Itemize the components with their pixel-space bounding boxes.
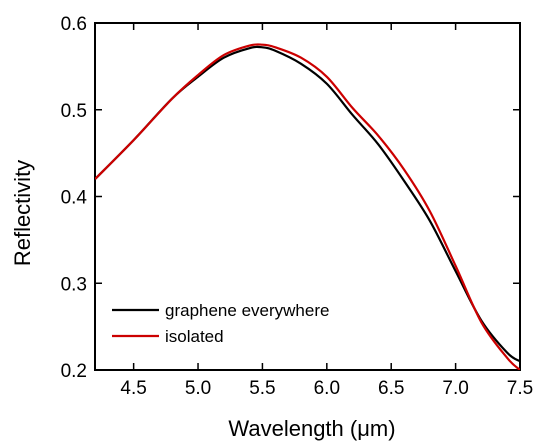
x-tick-label: 7.0: [442, 378, 468, 399]
y-axis-title: Reflectivity: [10, 160, 35, 266]
x-tick-label: 7.5: [507, 378, 533, 399]
series-group: [95, 43, 520, 370]
x-tick-label: 5.0: [185, 378, 211, 399]
x-tick-label: 6.0: [314, 378, 340, 399]
series-line-isolated: [95, 43, 520, 370]
x-axis-title: Wavelength (μm): [228, 416, 395, 441]
series-line-graphene-everywhere: [95, 45, 520, 363]
legend-label-isolated: isolated: [165, 327, 224, 346]
legend: graphene everywhere isolated: [112, 301, 329, 346]
y-tick-label: 0.6: [61, 14, 87, 35]
x-tick-label: 5.5: [249, 378, 275, 399]
x-tick-label: 6.5: [378, 378, 404, 399]
y-tick-label: 0.2: [61, 361, 87, 382]
axis-tick-labels: 4.5 5.0 5.5 6.0 6.5 7.0 7.5 0.2 0.3 0.4 0.5 0.6: [61, 14, 534, 399]
y-tick-label: 0.3: [61, 274, 87, 295]
y-tick-label: 0.4: [61, 188, 88, 209]
y-tick-label: 0.5: [61, 101, 87, 122]
legend-label-graphene-everywhere: graphene everywhere: [165, 301, 329, 320]
x-tick-label: 4.5: [120, 378, 146, 399]
